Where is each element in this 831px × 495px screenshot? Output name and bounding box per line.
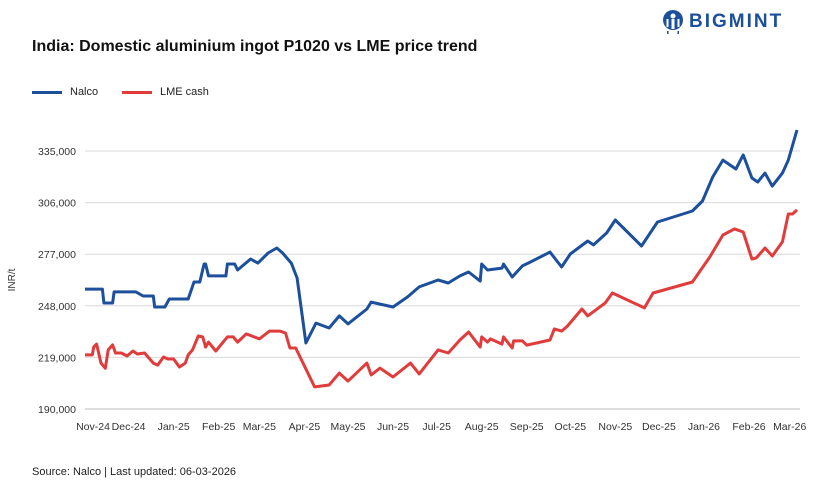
x-tick-label: Feb-26 [732, 421, 765, 433]
series-line-nalco [85, 129, 799, 345]
x-tick-label: Aug-25 [465, 421, 499, 433]
x-tick-label: Dec-25 [642, 421, 676, 433]
bigmint-logo-icon [663, 10, 683, 34]
bigmint-logo: BIGMINT [662, 10, 783, 34]
logo-text: BIGMINT [689, 11, 784, 32]
legend-item-lme-cash: LME cash [122, 86, 209, 98]
y-tick-label: 248,000 [38, 301, 76, 313]
x-tick-label: Sep-25 [510, 421, 544, 433]
legend-swatch [32, 90, 62, 94]
x-tick-label: Jan-25 [158, 421, 190, 433]
y-axis-label: INR/t [7, 268, 18, 291]
y-tick-label: 306,000 [38, 198, 76, 210]
x-tick-label: Nov-25 [598, 421, 632, 433]
x-tick-label: Dec-24 [112, 421, 146, 433]
y-tick-label: 277,000 [38, 249, 76, 261]
x-tick-label: Oct-25 [555, 421, 587, 433]
plot-area: 190,000 219,000 248,000 277,000 306,000 335,0… [7, 129, 806, 433]
x-tick-label: Nov-24 [76, 421, 110, 433]
x-tick-label: May-25 [330, 421, 365, 433]
legend-label: LME cash [160, 86, 209, 98]
legend-label: Nalco [70, 86, 99, 98]
x-tick-label: Feb-25 [202, 421, 235, 433]
source-note: Source: Nalco | Last updated: 06-03-2026 [32, 466, 237, 478]
legend-item-nalco: Nalco [32, 86, 98, 98]
y-tick-label: 190,000 [38, 404, 76, 416]
y-tick-label: 335,000 [38, 146, 76, 158]
x-tick-label: Mar-25 [243, 421, 276, 433]
x-tick-label: Apr-25 [289, 421, 321, 433]
y-tick-label: 219,000 [38, 352, 76, 364]
x-tick-label: Mar-26 [773, 421, 806, 433]
x-tick-label: Jan-26 [688, 421, 720, 433]
legend-swatch [122, 90, 152, 94]
series-line-lme-cash [85, 208, 799, 389]
x-tick-label: Jun-25 [377, 421, 409, 433]
x-tick-label: Jul-25 [422, 421, 451, 433]
chart-title: India: Domestic aluminium ingot P1020 vs… [32, 38, 478, 55]
